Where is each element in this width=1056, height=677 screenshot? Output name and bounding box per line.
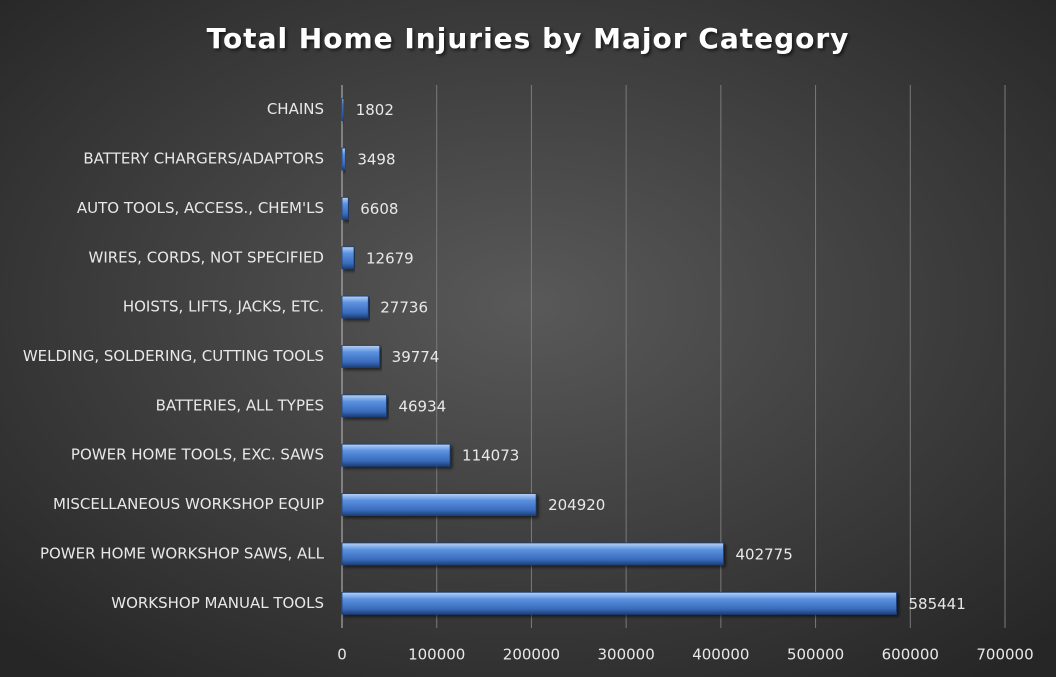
value-label: 204920: [548, 496, 605, 514]
value-label: 6608: [360, 200, 398, 218]
y-tick-label: AUTO TOOLS, ACCESS., CHEM'LS: [77, 199, 324, 217]
bar: [341, 246, 355, 270]
y-tick-label: WIRES, CORDS, NOT SPECIFIED: [88, 248, 324, 266]
y-tick-label: POWER HOME WORKSHOP SAWS, ALL: [40, 544, 325, 562]
bar: [341, 493, 537, 516]
y-tick-label: WELDING, SOLDERING, CUTTING TOOLS: [23, 347, 324, 365]
value-label: 27736: [380, 299, 428, 317]
chart-title: Total Home Injuries by Major Category: [207, 22, 850, 55]
value-label: 3498: [357, 151, 395, 169]
bar: [341, 591, 897, 615]
value-label: 12679: [366, 249, 414, 267]
y-tick-label: BATTERY CHARGERS/ADAPTORS: [83, 150, 324, 168]
bar: [341, 295, 369, 319]
value-label: 39774: [392, 348, 440, 366]
y-tick-label: WORKSHOP MANUAL TOOLS: [111, 594, 324, 612]
bar: [341, 542, 724, 566]
value-label: 402775: [735, 545, 792, 563]
bar: [341, 345, 381, 368]
value-label: 46934: [398, 397, 446, 415]
x-tick-label: 700000: [976, 646, 1033, 664]
value-label: 585441: [908, 595, 965, 613]
x-tick-label: 200000: [503, 646, 560, 664]
value-label: 114073: [462, 447, 519, 465]
value-label: 1802: [356, 101, 394, 119]
y-tick-label: HOISTS, LIFTS, JACKS, ETC.: [123, 298, 324, 316]
y-tick-label: BATTERIES, ALL TYPES: [156, 396, 324, 414]
bar: [341, 197, 349, 220]
bar: [341, 443, 451, 467]
y-tick-label: POWER HOME TOOLS, EXC. SAWS: [71, 446, 324, 464]
y-tick-label: MISCELLANEOUS WORKSHOP EQUIP: [53, 495, 324, 513]
x-tick-label: 600000: [882, 646, 939, 664]
bar: [341, 394, 387, 418]
x-tick-label: 500000: [787, 646, 844, 664]
x-tick-label: 300000: [598, 646, 655, 664]
y-tick-label: CHAINS: [267, 100, 324, 118]
bar: [341, 98, 345, 122]
x-tick-label: 100000: [408, 646, 465, 664]
x-tick-label: 400000: [692, 646, 749, 664]
x-tick-label: 0: [337, 646, 347, 664]
bar: [341, 147, 346, 171]
